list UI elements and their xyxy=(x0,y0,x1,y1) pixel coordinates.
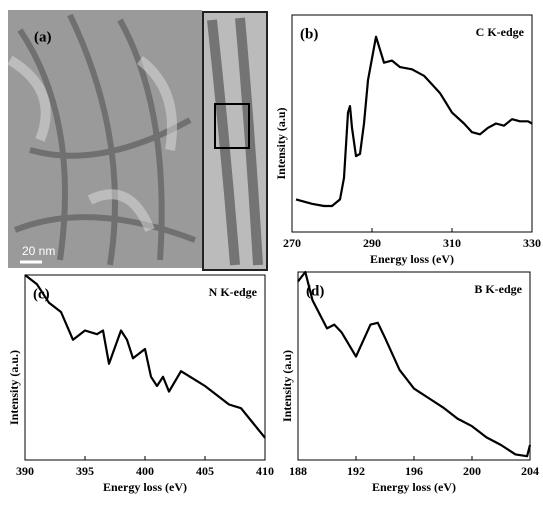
spectrum-line xyxy=(298,272,530,456)
x-tick-label: 204 xyxy=(521,464,539,478)
x-tick-label: 192 xyxy=(347,464,365,478)
x-tick-label: 405 xyxy=(196,464,214,478)
x-tick-label: 330 xyxy=(523,236,541,250)
scale-bar-label: 20 nm xyxy=(22,244,55,258)
tem-image: (a) 20 nm xyxy=(8,10,267,270)
panel-label: (d) xyxy=(306,283,324,299)
x-tick-label: 400 xyxy=(136,464,154,478)
x-tick-label: 310 xyxy=(443,236,461,250)
x-tick-label: 196 xyxy=(405,464,423,478)
x-tick-label: 390 xyxy=(16,464,34,478)
chart-title: B K-edge xyxy=(474,282,522,296)
y-axis-label: Intensity (a.u) xyxy=(274,107,288,179)
spectrum-line xyxy=(25,275,265,438)
plot-frame xyxy=(298,272,530,460)
chart-title: N K-edge xyxy=(209,285,258,299)
y-axis-label: Intensity (a.u.) xyxy=(7,350,21,425)
x-tick-label: 410 xyxy=(256,464,274,478)
x-axis-label: Energy loss (eV) xyxy=(103,480,187,494)
x-tick-label: 200 xyxy=(463,464,481,478)
x-tick-label: 290 xyxy=(363,236,381,250)
spectrum-line xyxy=(296,37,532,206)
x-tick-label: 188 xyxy=(289,464,307,478)
y-axis-label: Intensity (a.u) xyxy=(280,350,294,422)
figure: (a) 20 nm 270 290 310 330 (b) C K-edge Energy … xyxy=(0,0,543,506)
x-axis-label: Energy loss (eV) xyxy=(370,252,454,266)
chart-title: C K-edge xyxy=(476,25,525,39)
x-tick-label: 270 xyxy=(283,236,301,250)
panel-label: (c) xyxy=(33,286,50,302)
panel-label: (b) xyxy=(300,26,318,42)
x-axis-label: Energy loss (eV) xyxy=(372,480,456,494)
panel-label: (a) xyxy=(34,29,52,45)
x-tick-label: 395 xyxy=(76,464,94,478)
plot-frame xyxy=(25,275,265,460)
